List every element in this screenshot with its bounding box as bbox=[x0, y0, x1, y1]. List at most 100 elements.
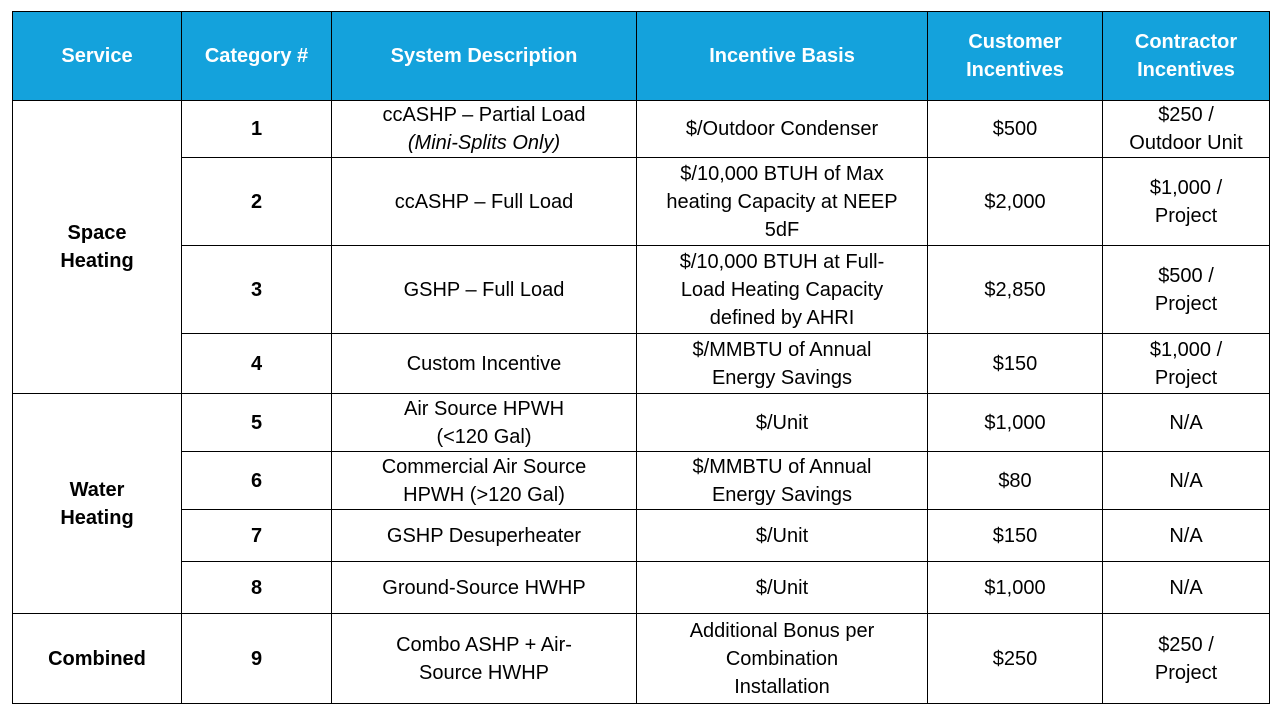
category-number: 9 bbox=[181, 613, 332, 704]
cell-line: $500 / bbox=[1158, 264, 1214, 287]
system-description: ccASHP – Partial Load (Mini-Splits Only) bbox=[331, 100, 637, 158]
customer-incentive: $250 bbox=[927, 613, 1103, 704]
cell-line: N/A bbox=[1169, 411, 1203, 434]
system-description: Custom Incentive bbox=[331, 333, 637, 394]
system-description: GSHP Desuperheater bbox=[331, 509, 637, 562]
contractor-incentive: N/A bbox=[1102, 393, 1270, 452]
customer-incentive: $1,000 bbox=[927, 393, 1103, 452]
table-row: 2 ccASHP – Full Load $/10,000 BTUH of Ma… bbox=[13, 157, 1270, 246]
contractor-incentive: $1,000 / Project bbox=[1102, 157, 1270, 246]
header-contractor-incentives: Contractor Incentives bbox=[1102, 11, 1270, 101]
cell-line: $/Unit bbox=[755, 576, 809, 599]
header-customer-line-1: Customer bbox=[968, 31, 1062, 53]
service-label-line: Heating bbox=[60, 250, 134, 272]
cell-line: $250 / bbox=[1158, 104, 1214, 126]
header-contractor-line-1: Contractor bbox=[1134, 31, 1238, 53]
service-combined: Combined bbox=[12, 613, 182, 704]
category-number: 7 bbox=[181, 509, 332, 562]
incentive-basis: $/10,000 BTUH at Full- Load Heating Capac… bbox=[636, 245, 928, 334]
system-description: GSHP – Full Load bbox=[331, 245, 637, 334]
contractor-incentive: N/A bbox=[1102, 451, 1270, 510]
cell-line: Project bbox=[1154, 292, 1218, 315]
cell-line: $250 / bbox=[1158, 633, 1214, 656]
incentive-basis: $/Unit bbox=[636, 393, 928, 452]
cell-line: $/Unit bbox=[755, 524, 809, 547]
table-row: 4 Custom Incentive $/MMBTU of Annual Ener… bbox=[13, 333, 1270, 394]
service-label-line: Combined bbox=[48, 647, 146, 670]
cell-line: Load Heating Capacity bbox=[680, 278, 884, 301]
category-number: 4 bbox=[181, 333, 332, 394]
contractor-incentive: $250 / Outdoor Unit bbox=[1102, 100, 1270, 158]
header-contractor-line-2: Incentives bbox=[1137, 59, 1235, 81]
cell-line: ccASHP – Full Load bbox=[394, 190, 574, 213]
service-label-line: Space bbox=[67, 222, 127, 244]
table-row: Water Heating 5 Air Source HPWH (<120 Gal… bbox=[12, 393, 1270, 614]
cell-line: $/10,000 BTUH of Max bbox=[680, 162, 884, 185]
cell-line: Source HWHP bbox=[418, 661, 550, 684]
customer-incentive: $2,000 bbox=[927, 157, 1103, 246]
incentive-basis: $/Unit bbox=[636, 509, 928, 562]
table-row: 6 Commercial Air Source HPWH (>120 Gal) $… bbox=[13, 451, 1270, 510]
cell-line: $/MMBTU of Annual bbox=[692, 338, 872, 361]
incentive-basis: Additional Bonus per Combination Installat… bbox=[636, 613, 928, 704]
category-number: 2 bbox=[181, 157, 332, 246]
header-system-description: System Description bbox=[331, 11, 637, 101]
cell-line: $/Outdoor Condenser bbox=[685, 118, 879, 140]
table-row: 7 GSHP Desuperheater $/Unit $150 N/A bbox=[13, 509, 1270, 562]
cell-line: $1,000 / bbox=[1149, 176, 1223, 199]
contractor-incentive: $500 / Project bbox=[1102, 245, 1270, 334]
header-service: Service bbox=[12, 11, 182, 101]
category-number: 1 bbox=[181, 100, 332, 158]
customer-incentive: $150 bbox=[927, 333, 1103, 394]
cell-line: N/A bbox=[1169, 469, 1203, 492]
cell-line: Combo ASHP + Air- bbox=[396, 633, 572, 656]
cell-line: Combination bbox=[725, 647, 839, 670]
cell-line: Additional Bonus per bbox=[689, 619, 875, 642]
cell-line: $/10,000 BTUH at Full- bbox=[679, 250, 885, 273]
system-description: Air Source HPWH (<120 Gal) bbox=[331, 393, 637, 452]
cell-line: Outdoor Unit bbox=[1129, 132, 1243, 154]
cell-line: Energy Savings bbox=[711, 366, 853, 389]
system-description: Combo ASHP + Air- Source HWHP bbox=[331, 613, 637, 704]
customer-incentive: $1,000 bbox=[927, 561, 1103, 614]
cell-line: Project bbox=[1154, 366, 1218, 389]
contractor-incentive: $250 / Project bbox=[1102, 613, 1270, 704]
system-description: Ground-Source HWHP bbox=[331, 561, 637, 614]
table-header-row: Service Category # System Description In… bbox=[12, 11, 1270, 101]
cell-line: Energy Savings bbox=[711, 483, 853, 506]
incentive-basis: $/Unit bbox=[636, 561, 928, 614]
service-water-heating: Water Heating bbox=[12, 393, 182, 614]
contractor-incentive: $1,000 / Project bbox=[1102, 333, 1270, 394]
customer-incentive: $2,850 bbox=[927, 245, 1103, 334]
table-row: Space Heating 1 ccASHP – Partial Load (Mi… bbox=[12, 100, 1270, 394]
cell-line: Ground-Source HWHP bbox=[382, 576, 586, 599]
cell-line: N/A bbox=[1169, 576, 1203, 599]
cell-line: $/MMBTU of Annual bbox=[692, 455, 872, 478]
header-category: Category # bbox=[181, 11, 332, 101]
cell-line: N/A bbox=[1169, 524, 1203, 547]
table-row: 3 GSHP – Full Load $/10,000 BTUH at Full… bbox=[13, 245, 1270, 334]
cell-line: heating Capacity at NEEP bbox=[666, 190, 898, 213]
system-description: Commercial Air Source HPWH (>120 Gal) bbox=[331, 451, 637, 510]
category-number: 8 bbox=[181, 561, 332, 614]
cell-line: 5dF bbox=[764, 218, 800, 241]
cell-line: $/Unit bbox=[755, 411, 809, 434]
service-label-line: Water bbox=[69, 478, 125, 501]
service-space-heating: Space Heating bbox=[12, 100, 182, 394]
cell-line: Installation bbox=[734, 675, 830, 698]
header-customer-incentives: Customer Incentives bbox=[927, 11, 1103, 101]
cell-line: $1,000 / bbox=[1149, 338, 1223, 361]
table-row: Combined 9 Combo ASHP + Air- Source HWHP … bbox=[12, 613, 1270, 704]
incentive-basis: $/MMBTU of Annual Energy Savings bbox=[636, 333, 928, 394]
incentive-basis: $/10,000 BTUH of Max heating Capacity at … bbox=[636, 157, 928, 246]
cell-line: Project bbox=[1154, 204, 1218, 227]
category-number: 6 bbox=[181, 451, 332, 510]
cell-line: Commercial Air Source bbox=[381, 455, 587, 478]
service-label-line: Heating bbox=[60, 506, 134, 529]
customer-incentive: $150 bbox=[927, 509, 1103, 562]
cell-line: Project bbox=[1154, 661, 1218, 684]
category-number: 3 bbox=[181, 245, 332, 334]
incentive-basis: $/Outdoor Condenser bbox=[636, 100, 928, 158]
header-customer-line-2: Incentives bbox=[966, 59, 1064, 81]
cell-line: (<120 Gal) bbox=[436, 425, 532, 448]
